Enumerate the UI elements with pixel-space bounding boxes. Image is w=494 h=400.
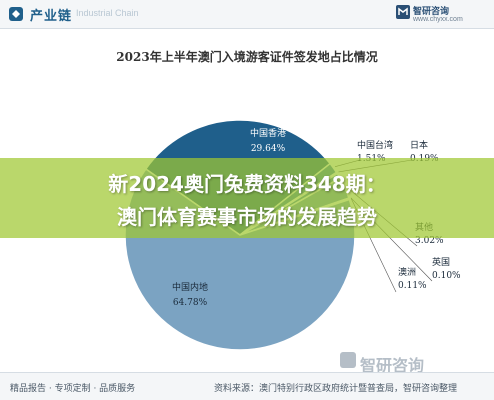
footer-bar: 精品报告 · 专项定制 · 品质服务 资料来源：澳门特别行政区政府统计暨普查局，… [0, 372, 494, 400]
slice-label-1: 中国台湾 [357, 139, 393, 151]
slice-value-5: 0.10% [432, 271, 461, 281]
header-title: 产业链 [30, 9, 73, 24]
slice-value-6: 0.11% [398, 281, 427, 291]
watermark-text: 智研咨询 [360, 356, 425, 375]
slice-label-2: 日本 [410, 139, 428, 151]
source-note: 资料来源：澳门特别行政区政府统计暨普查局，智研咨询整理 [214, 384, 458, 394]
footer-left-text: 精品报告 · 专项定制 · 品质服务 [10, 384, 136, 394]
slice-label-hongkong: 中国香港 [250, 127, 286, 139]
overlay-banner [0, 158, 494, 238]
slice-label-mainland: 中国内地 [172, 281, 208, 293]
header-subtitle: Industrial Chain [76, 8, 139, 18]
chart-title: 2023年上半年澳门入境游客证件签发地占比情况 [116, 50, 378, 64]
header-bar: 产业链 Industrial Chain 智研咨询 www.chyxx.com [0, 0, 494, 29]
slice-value-hongkong: 29.64% [251, 144, 286, 154]
chain-logo-icon [9, 7, 23, 21]
banner-line-2: 澳门体育赛事市场的发展趋势 [117, 205, 377, 229]
brand-name: 智研咨询 [413, 7, 450, 17]
banner-line-1: 新2024奥门兔费资料348期： [108, 172, 386, 196]
slice-value-mainland: 64.78% [173, 298, 208, 308]
slice-value-4: 3.02% [415, 236, 444, 246]
brand-logo-icon [396, 5, 410, 19]
watermark-logo-icon [340, 352, 356, 368]
brand-url: www.chyxx.com [413, 16, 463, 23]
slice-label-5: 英国 [432, 256, 450, 268]
slice-label-6: 澳洲 [398, 266, 416, 278]
